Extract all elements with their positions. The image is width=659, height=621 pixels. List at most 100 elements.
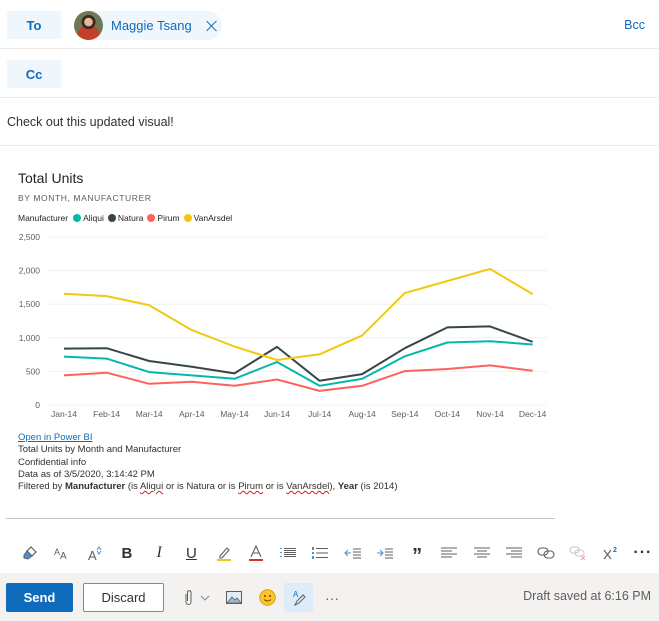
chevron-down-icon xyxy=(200,595,209,601)
x-tick-label: Aug-14 xyxy=(348,409,376,419)
legend-dot-icon xyxy=(107,214,116,222)
x-tick-label: Jun-14 xyxy=(264,409,290,419)
superscript-button[interactable]: 2 xyxy=(595,538,627,568)
power-bi-chart-card: Total Units BY MONTH, MANUFACTURER Manuf… xyxy=(0,160,560,430)
more-formatting-button[interactable]: ··· xyxy=(627,538,659,568)
bold-icon: B xyxy=(121,544,133,562)
svg-text:A: A xyxy=(54,547,60,557)
filter-summary: Filtered by Manufacturer (is Aliqui or i… xyxy=(18,481,398,493)
bold-button[interactable]: B xyxy=(111,538,143,568)
cc-row: Cc xyxy=(0,49,659,98)
highlight-icon xyxy=(216,547,231,561)
legend-dot-icon xyxy=(147,214,156,222)
y-tick-label: 1,000 xyxy=(19,333,41,343)
editor-pen-icon: A xyxy=(293,590,306,606)
align-right-icon xyxy=(505,547,522,558)
message-body-text: Check out this updated visual! xyxy=(7,115,174,129)
x-tick-label: Jan-14 xyxy=(51,409,77,419)
more-icon: ··· xyxy=(633,544,653,561)
to-row: To Maggie Tsang Bcc xyxy=(0,0,659,49)
line-chart: 0 500 1,000 1,500 2,000 2,500 Jan-14 Feb-14 Mar-… xyxy=(19,232,547,419)
compose-action-bar: Send Discard A ··· Draft saved at 6:16 P… xyxy=(0,573,659,621)
insert-picture-button[interactable] xyxy=(222,583,246,612)
align-center-button[interactable] xyxy=(466,538,498,568)
chart-subtitle: BY MONTH, MANUFACTURER xyxy=(18,193,152,203)
legend-title: Manufacturer xyxy=(18,213,69,223)
emoji-button[interactable] xyxy=(255,583,279,612)
decrease-indent-button[interactable] xyxy=(337,538,369,568)
open-in-power-bi-link[interactable]: Open in Power BI xyxy=(18,432,93,443)
grow-font-icon: A xyxy=(88,546,102,563)
remove-link-icon xyxy=(569,546,586,561)
increase-indent-button[interactable] xyxy=(369,538,401,568)
bullets-icon xyxy=(280,548,297,557)
avatar xyxy=(74,11,103,40)
underline-button[interactable]: U xyxy=(175,538,207,568)
insert-link-button[interactable] xyxy=(530,538,562,568)
cc-button[interactable]: Cc xyxy=(7,60,61,88)
legend-dot-icon xyxy=(183,214,192,222)
align-center-icon xyxy=(473,547,490,558)
numbering-button[interactable] xyxy=(304,538,336,568)
align-left-button[interactable] xyxy=(433,538,465,568)
y-tick-label: 0 xyxy=(35,400,40,410)
x-tick-label: Nov-14 xyxy=(476,409,504,419)
decrease-indent-icon xyxy=(343,548,361,559)
series-line-vanarsdel[interactable] xyxy=(63,267,534,361)
y-tick-label: 500 xyxy=(26,366,40,376)
data-timestamp: Data as of 3/5/2020, 3:14:42 PM xyxy=(18,468,155,480)
superscript-icon: 2 xyxy=(603,547,617,560)
attach-button[interactable] xyxy=(176,583,216,612)
increase-indent-icon xyxy=(376,548,393,559)
recipient-name: Maggie Tsang xyxy=(111,18,192,33)
numbering-icon xyxy=(312,547,329,559)
legend-item: Aliqui xyxy=(73,213,104,223)
align-left-icon xyxy=(441,547,458,558)
x-tick-label: Feb-14 xyxy=(93,409,120,419)
message-body-line[interactable]: Check out this updated visual! xyxy=(0,98,659,146)
x-tick-label: Oct-14 xyxy=(435,409,461,419)
italic-button[interactable]: I xyxy=(143,538,175,568)
series-line-pirum[interactable] xyxy=(63,364,533,392)
svg-text:2: 2 xyxy=(613,547,617,554)
quote-button[interactable]: ” xyxy=(401,538,433,568)
legend-item: Pirum xyxy=(147,213,180,223)
bullets-button[interactable] xyxy=(272,538,304,568)
more-options-button[interactable]: ··· xyxy=(325,589,339,606)
align-right-button[interactable] xyxy=(498,538,530,568)
chart-info: Open in Power BI Total Units by Month an… xyxy=(18,432,398,493)
to-button[interactable]: To xyxy=(7,11,61,39)
grow-font-button[interactable]: A xyxy=(79,538,111,568)
series-line-aliqui[interactable] xyxy=(63,340,533,387)
recipient-pill[interactable]: Maggie Tsang xyxy=(74,11,222,40)
sensitivity-label: Confidential info xyxy=(18,456,87,468)
signature-divider xyxy=(6,518,555,519)
font-color-button[interactable] xyxy=(240,538,272,568)
format-painter-button[interactable] xyxy=(14,538,46,568)
discard-button[interactable]: Discard xyxy=(83,583,164,612)
x-tick-label: Sep-14 xyxy=(391,409,419,419)
send-button[interactable]: Send xyxy=(6,583,73,612)
picture-icon xyxy=(226,591,242,604)
highlight-button[interactable] xyxy=(208,538,240,568)
legend-item: VanArsdel xyxy=(183,213,232,223)
chart-title: Total Units xyxy=(18,170,84,186)
bcc-link[interactable]: Bcc xyxy=(624,18,645,32)
x-tick-label: Mar-14 xyxy=(136,409,163,419)
italic-icon: I xyxy=(156,544,162,561)
series-line-natura[interactable] xyxy=(63,325,533,382)
x-tick-label: May-14 xyxy=(220,409,249,419)
draft-saved-status: Draft saved at 6:16 PM xyxy=(523,589,651,603)
link-icon xyxy=(537,547,555,559)
legend-dot-icon xyxy=(73,214,82,222)
legend-item: Natura xyxy=(107,213,143,223)
quote-icon: ” xyxy=(412,545,423,567)
underline-icon: U xyxy=(185,544,197,562)
editor-button[interactable]: A xyxy=(284,583,313,612)
font-color-icon xyxy=(248,544,263,561)
remove-link-button[interactable] xyxy=(562,538,594,568)
y-tick-label: 2,000 xyxy=(19,266,41,276)
x-tick-label: Jul-14 xyxy=(308,409,331,419)
